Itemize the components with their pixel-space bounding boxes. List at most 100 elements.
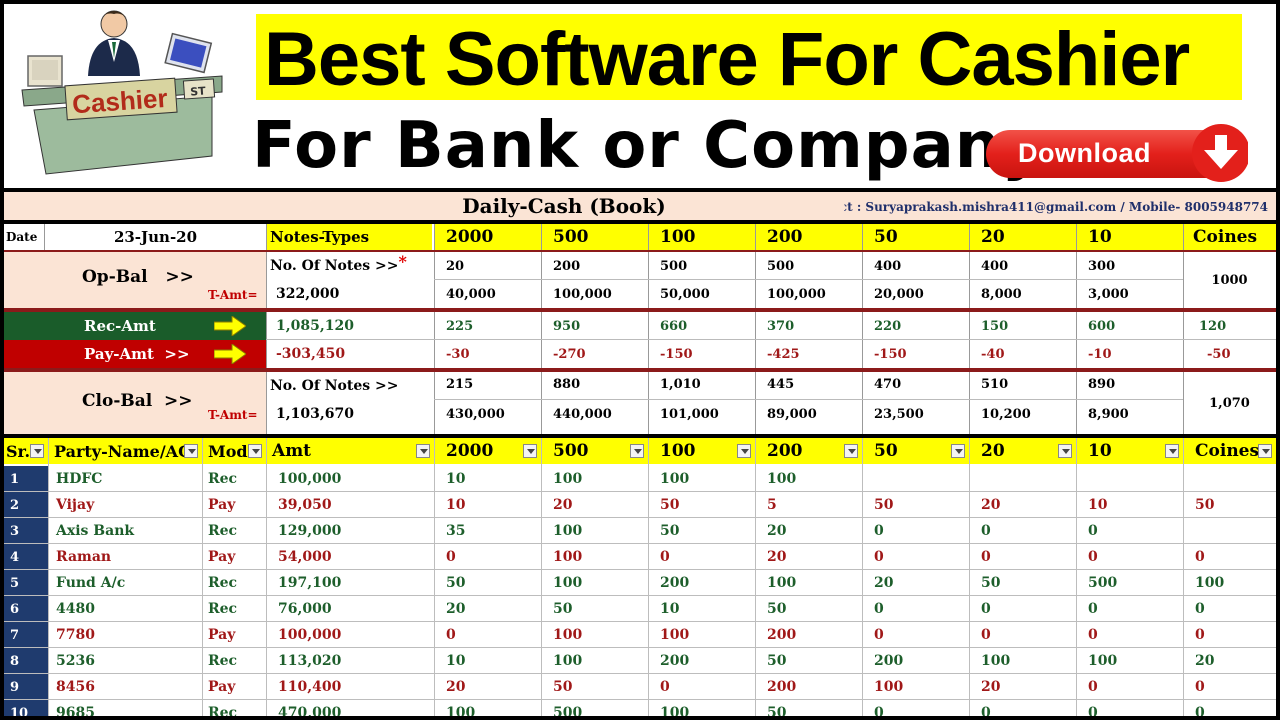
filter-dropdown-icon[interactable] bbox=[184, 444, 198, 458]
row-denom-value[interactable]: 20 bbox=[767, 523, 787, 539]
row-denom-value[interactable]: 100 bbox=[767, 575, 797, 591]
row-denom-value[interactable]: 100 bbox=[981, 653, 1011, 669]
row-denom-value[interactable]: 0 bbox=[1088, 523, 1098, 539]
row-denom-value[interactable]: 200 bbox=[660, 575, 690, 591]
row-denom-value[interactable]: 50 bbox=[1195, 497, 1215, 513]
row-denom-value[interactable]: 0 bbox=[874, 549, 884, 565]
row-denom-value[interactable]: 50 bbox=[553, 601, 573, 617]
row-amt[interactable]: 197,100 bbox=[278, 575, 342, 591]
row-denom-value[interactable]: 0 bbox=[1195, 627, 1205, 643]
filter-dropdown-icon[interactable] bbox=[737, 444, 751, 458]
row-party[interactable]: 7780 bbox=[56, 627, 95, 643]
row-mode[interactable]: Rec bbox=[208, 705, 238, 716]
row-denom-value[interactable]: 0 bbox=[1195, 549, 1205, 565]
table-header-cell[interactable]: 500 bbox=[553, 441, 589, 461]
row-denom-value[interactable]: 20 bbox=[981, 497, 1001, 513]
row-denom-value[interactable]: 50 bbox=[446, 575, 466, 591]
row-denom-value[interactable]: 50 bbox=[874, 497, 894, 513]
row-denom-value[interactable]: 0 bbox=[1088, 549, 1098, 565]
row-denom-value[interactable]: 0 bbox=[981, 549, 991, 565]
row-denom-value[interactable]: 0 bbox=[1195, 601, 1205, 617]
table-header-cell[interactable]: 200 bbox=[767, 441, 803, 461]
filter-dropdown-icon[interactable] bbox=[248, 444, 262, 458]
row-denom-value[interactable]: 20 bbox=[446, 679, 466, 695]
filter-dropdown-icon[interactable] bbox=[844, 444, 858, 458]
filter-dropdown-icon[interactable] bbox=[1258, 444, 1272, 458]
row-party[interactable]: Axis Bank bbox=[56, 523, 135, 539]
filter-dropdown-icon[interactable] bbox=[523, 444, 537, 458]
row-denom-value[interactable]: 20 bbox=[767, 549, 787, 565]
row-denom-value[interactable]: 100 bbox=[660, 705, 690, 716]
row-amt[interactable]: 470,000 bbox=[278, 705, 342, 716]
row-amt[interactable]: 100,000 bbox=[278, 471, 342, 487]
filter-dropdown-icon[interactable] bbox=[416, 444, 430, 458]
row-party[interactable]: HDFC bbox=[56, 471, 103, 487]
row-denom-value[interactable]: 100 bbox=[874, 679, 904, 695]
row-denom-value[interactable]: 200 bbox=[767, 679, 797, 695]
table-header-cell[interactable]: Amt bbox=[272, 441, 312, 461]
row-mode[interactable]: Pay bbox=[208, 497, 236, 513]
table-header-cell[interactable]: 2000 bbox=[446, 441, 494, 461]
row-denom-value[interactable]: 0 bbox=[446, 549, 456, 565]
row-denom-value[interactable]: 10 bbox=[660, 601, 680, 617]
op-bal-count[interactable]: 500 bbox=[660, 258, 688, 274]
row-denom-value[interactable]: 200 bbox=[874, 653, 904, 669]
table-header-cell[interactable]: Sr. bbox=[6, 441, 31, 461]
row-denom-value[interactable]: 0 bbox=[981, 523, 991, 539]
row-party[interactable]: 9685 bbox=[56, 705, 95, 716]
row-denom-value[interactable]: 0 bbox=[874, 601, 884, 617]
row-denom-value[interactable]: 50 bbox=[767, 705, 787, 716]
row-denom-value[interactable]: 50 bbox=[660, 523, 680, 539]
row-party[interactable]: Fund A/c bbox=[56, 575, 126, 591]
row-denom-value[interactable]: 100 bbox=[660, 627, 690, 643]
row-denom-value[interactable]: 10 bbox=[446, 471, 466, 487]
row-denom-value[interactable]: 0 bbox=[1088, 627, 1098, 643]
row-denom-value[interactable]: 100 bbox=[446, 705, 476, 716]
row-amt[interactable]: 39,050 bbox=[278, 497, 332, 513]
row-denom-value[interactable] bbox=[1076, 466, 1183, 492]
row-denom-value[interactable]: 0 bbox=[1088, 705, 1098, 716]
table-header-cell[interactable]: 20 bbox=[981, 441, 1005, 461]
table-header-cell[interactable]: Mode bbox=[208, 441, 258, 461]
row-mode[interactable]: Rec bbox=[208, 523, 238, 539]
filter-dropdown-icon[interactable] bbox=[30, 444, 44, 458]
row-denom-value[interactable]: 0 bbox=[981, 627, 991, 643]
row-mode[interactable]: Rec bbox=[208, 471, 238, 487]
row-party[interactable]: 4480 bbox=[56, 601, 95, 617]
row-mode[interactable]: Pay bbox=[208, 627, 236, 643]
op-bal-coins[interactable]: 1000 bbox=[1211, 272, 1248, 288]
op-bal-count[interactable]: 20 bbox=[446, 258, 465, 274]
row-denom-value[interactable]: 0 bbox=[1195, 705, 1205, 716]
row-denom-value[interactable]: 0 bbox=[981, 705, 991, 716]
op-bal-count[interactable]: 500 bbox=[767, 258, 795, 274]
filter-dropdown-icon[interactable] bbox=[1058, 444, 1072, 458]
row-denom-value[interactable]: 20 bbox=[553, 497, 573, 513]
filter-dropdown-icon[interactable] bbox=[1165, 444, 1179, 458]
row-denom-value[interactable]: 0 bbox=[874, 523, 884, 539]
table-header-cell[interactable]: 50 bbox=[874, 441, 898, 461]
row-party[interactable]: Vijay bbox=[56, 497, 95, 513]
row-denom-value[interactable]: 0 bbox=[874, 705, 884, 716]
op-bal-count[interactable]: 200 bbox=[553, 258, 581, 274]
row-amt[interactable]: 100,000 bbox=[278, 627, 342, 643]
op-bal-count[interactable]: 300 bbox=[1088, 258, 1116, 274]
row-mode[interactable]: Rec bbox=[208, 575, 238, 591]
row-denom-value[interactable]: 100 bbox=[1195, 575, 1225, 591]
row-denom-value[interactable]: 100 bbox=[660, 471, 690, 487]
row-denom-value[interactable]: 100 bbox=[553, 627, 583, 643]
row-denom-value[interactable]: 50 bbox=[767, 653, 787, 669]
row-party[interactable]: 5236 bbox=[56, 653, 95, 669]
filter-dropdown-icon[interactable] bbox=[951, 444, 965, 458]
row-denom-value[interactable]: 100 bbox=[767, 471, 797, 487]
row-denom-value[interactable]: 0 bbox=[1195, 679, 1205, 695]
row-denom-value[interactable]: 10 bbox=[1088, 497, 1108, 513]
row-party[interactable]: Raman bbox=[56, 549, 112, 565]
row-denom-value[interactable]: 200 bbox=[660, 653, 690, 669]
row-denom-value[interactable]: 20 bbox=[981, 679, 1001, 695]
row-denom-value[interactable] bbox=[969, 466, 1076, 492]
filter-dropdown-icon[interactable] bbox=[630, 444, 644, 458]
op-bal-count[interactable]: 400 bbox=[874, 258, 902, 274]
table-header-cell[interactable]: Party-Name/AC bbox=[54, 441, 191, 461]
row-denom-value[interactable]: 50 bbox=[553, 679, 573, 695]
row-denom-value[interactable]: 100 bbox=[553, 523, 583, 539]
